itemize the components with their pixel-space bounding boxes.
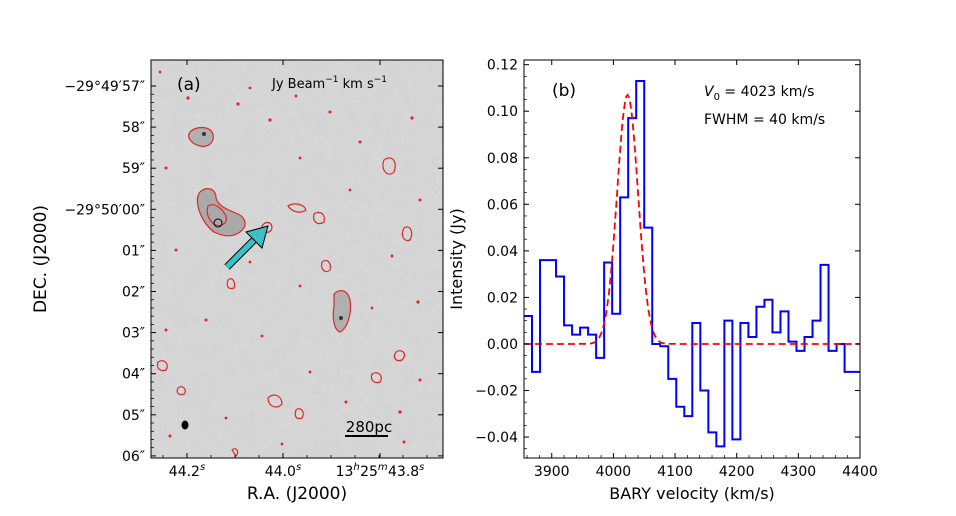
scale-bar: 280pc	[345, 418, 392, 437]
panel-a-x-ticks: 44.2s 44.0s 13h 25m 43.8s	[162, 60, 428, 480]
x-tick-label: 44.2s	[169, 462, 205, 480]
y-tick-label: −0.04	[475, 430, 518, 446]
y-tick-label: −29°49′57″	[64, 79, 145, 95]
y-tick-label: 0.02	[487, 290, 518, 306]
source-marker-north	[202, 132, 206, 136]
panel-b: (b) V0 = 4023 km/s FWHM = 40 km/s 0.120.…	[447, 58, 878, 503]
y-tick-label: 58″	[122, 120, 145, 136]
y-tick-label: 0.06	[487, 197, 518, 213]
intensity-map: 280pc	[151, 60, 443, 458]
source-marker-east	[339, 316, 343, 320]
x-tick-label: 4100	[657, 464, 693, 480]
source-marker	[213, 218, 223, 228]
y-tick-label: 06″	[122, 449, 145, 465]
pointer-arrow	[224, 225, 269, 270]
panel-b-y-ticks: 0.12 0.10 0.08 0.06 0.04 0.02 0.00 −0.02 −0.04	[475, 58, 860, 450]
panel-b-x-ticks: 3900 4000 4100 4200 4300 4400	[526, 60, 878, 480]
gaussian-fit	[524, 93, 860, 345]
y-tick-label: 05″	[122, 408, 145, 424]
contour-specks	[158, 70, 422, 446]
spectrum-series	[524, 79, 860, 448]
x-tick-label: 4200	[719, 464, 755, 480]
contour-source-east	[332, 290, 352, 333]
panel-a: 280pc (a) Jy Beam−1 km s−1 −29°49′57″ 58″…	[31, 59, 444, 504]
y-tick-label: −0.02	[475, 384, 518, 400]
spectrum-steps	[524, 79, 860, 448]
x-tick-label: 44.0s	[265, 462, 301, 480]
panel-a-unit: Jy Beam−1 km s−1	[271, 75, 387, 92]
panel-b-ylabel: Intensity (Jy)	[447, 208, 466, 309]
emission-contours	[156, 126, 413, 457]
y-tick-label: 03″	[122, 326, 145, 342]
x-tick-label: 4300	[781, 464, 817, 480]
annotation-v0: V0 = 4023 km/s	[704, 84, 814, 103]
y-tick-label: 0.00	[487, 337, 518, 353]
panel-a-xlabel: R.A. (J2000)	[247, 484, 347, 504]
x-tick-label: 4400	[842, 464, 878, 480]
x-tick-label: 3900	[534, 464, 570, 480]
y-tick-label: 04″	[122, 367, 145, 383]
panel-b-label: (b)	[552, 81, 576, 101]
x-tick-label: 4000	[596, 464, 632, 480]
beam-ellipse	[181, 420, 189, 430]
panel-a-label: (a)	[177, 75, 201, 95]
y-tick-label: 0.08	[487, 151, 518, 167]
y-tick-label: 0.12	[487, 58, 518, 74]
y-tick-label: 01″	[122, 243, 145, 259]
panel-b-xlabel: BARY velocity (km/s)	[609, 484, 775, 503]
panel-a-y-ticks: −29°49′57″ 58″ 59″ −29°50′00″ 01″ 02″ 03″ 04″ 05…	[64, 79, 443, 465]
x-tick-label: 13h 25m 43.8s	[336, 462, 425, 480]
contour-source-north	[188, 126, 214, 147]
panel-a-ylabel: DEC. (J2000)	[31, 205, 51, 313]
contour-source-main-inner	[206, 204, 227, 227]
y-tick-label: 0.10	[487, 104, 518, 120]
y-tick-label: −29°50′00″	[64, 202, 145, 218]
panel-b-frame	[523, 59, 861, 459]
annotation-fwhm: FWHM = 40 km/s	[704, 112, 825, 128]
scale-bar-label: 280pc	[346, 418, 392, 436]
y-tick-label: 02″	[122, 285, 145, 301]
y-tick-label: 0.04	[487, 244, 518, 260]
contour-source-main	[196, 188, 246, 237]
y-tick-label: 59″	[122, 161, 145, 177]
